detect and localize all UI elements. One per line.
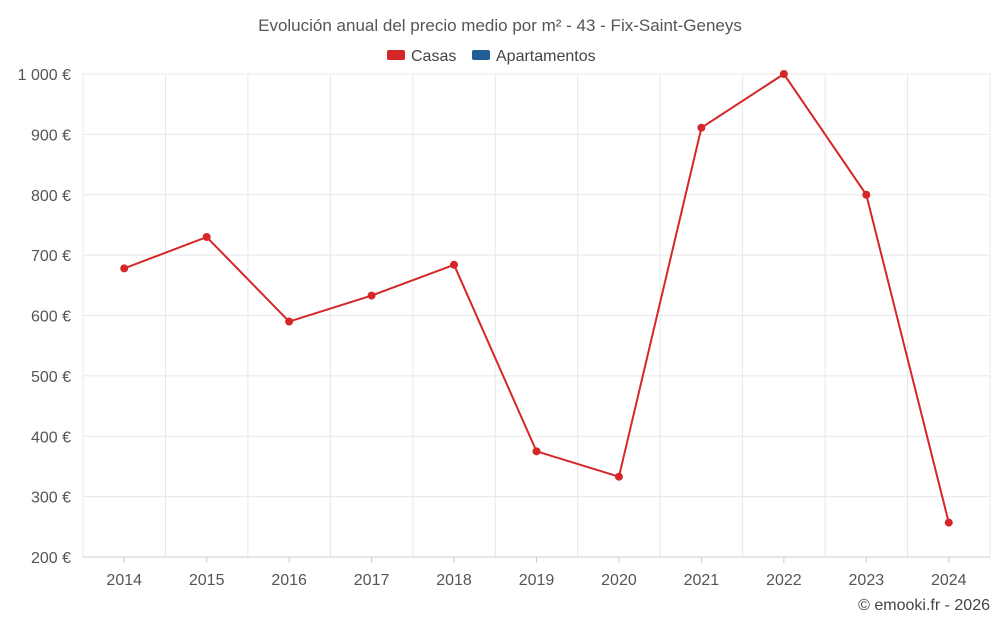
y-tick-label: 400 €: [31, 429, 71, 446]
y-tick-label: 600 €: [31, 309, 71, 326]
x-tick-label: 2019: [519, 572, 555, 589]
y-tick-label: 900 €: [31, 127, 71, 144]
grid: [82, 73, 991, 558]
data-point-casas[interactable]: [285, 317, 294, 326]
x-tick-label: 2016: [271, 572, 307, 589]
x-axis: 2014 2015 2016 2017 2018 2019 2020 2021 2022 2023…: [83, 556, 990, 589]
y-tick-label: 1 000 €: [18, 67, 71, 84]
data-point-casas[interactable]: [944, 518, 953, 527]
data-point-casas[interactable]: [450, 260, 459, 269]
legend[interactable]: Casas Apartamentos: [387, 48, 596, 65]
legend-label-apartamentos: Apartamentos: [496, 48, 596, 65]
y-tick-label: 700 €: [31, 248, 71, 265]
data-point-casas[interactable]: [697, 123, 706, 132]
data-point-casas[interactable]: [614, 472, 623, 481]
data-point-casas[interactable]: [862, 190, 871, 199]
x-tick-label: 2021: [684, 572, 720, 589]
legend-item-casas[interactable]: Casas: [387, 48, 456, 65]
y-tick-label: 800 €: [31, 188, 71, 205]
x-tick-label: 2020: [601, 572, 637, 589]
credit-text: © emooki.fr - 2026: [858, 597, 990, 614]
data-point-casas[interactable]: [202, 233, 211, 242]
y-tick-label: 200 €: [31, 550, 71, 567]
y-tick-label: 300 €: [31, 490, 71, 507]
x-tick-label: 2015: [189, 572, 225, 589]
x-tick-label: 2024: [931, 572, 967, 589]
y-tick-label: 500 €: [31, 369, 71, 386]
legend-swatch-apartamentos: [472, 50, 490, 60]
legend-swatch-casas: [387, 50, 405, 60]
data-point-casas[interactable]: [120, 264, 129, 273]
data-point-casas[interactable]: [367, 291, 376, 300]
chart-title: Evolución anual del precio medio por m² …: [258, 16, 742, 35]
x-tick-label: 2023: [849, 572, 885, 589]
data-point-casas[interactable]: [779, 70, 788, 78]
x-tick-label: 2014: [106, 572, 142, 589]
x-tick-label: 2022: [766, 572, 802, 589]
x-tick-label: 2017: [354, 572, 390, 589]
data-point-casas[interactable]: [532, 447, 541, 456]
series-casas: [120, 70, 953, 527]
x-tick-label: 2018: [436, 572, 472, 589]
legend-item-apartamentos[interactable]: Apartamentos: [472, 48, 596, 65]
legend-label-casas: Casas: [411, 48, 456, 65]
y-axis: 200 € 300 € 400 € 500 € 600 € 700 € 800 € 900 €…: [18, 67, 71, 567]
